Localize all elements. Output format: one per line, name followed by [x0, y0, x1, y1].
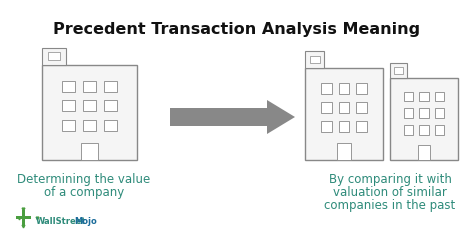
Text: By comparing it with: By comparing it with	[328, 173, 451, 186]
Bar	[42, 65, 137, 160]
Bar	[435, 125, 444, 135]
Bar	[62, 81, 75, 92]
Bar	[83, 100, 96, 111]
Bar	[83, 120, 96, 131]
Bar	[305, 51, 325, 68]
Bar	[435, 109, 444, 118]
Bar	[394, 67, 403, 73]
Text: Determining the value: Determining the value	[18, 173, 151, 186]
Text: WallStreet: WallStreet	[36, 217, 87, 226]
Bar	[404, 109, 413, 118]
Bar	[321, 83, 332, 94]
Bar	[22, 210, 25, 226]
Bar	[390, 78, 458, 160]
Bar	[418, 145, 430, 160]
Text: valuation of similar: valuation of similar	[333, 186, 447, 199]
Bar	[404, 125, 413, 135]
Bar	[62, 120, 75, 131]
Text: of a company: of a company	[44, 186, 124, 199]
Bar	[104, 120, 118, 131]
Bar	[419, 109, 429, 118]
Bar	[338, 102, 349, 113]
Bar	[104, 100, 118, 111]
Bar	[62, 100, 75, 111]
Bar	[338, 121, 349, 132]
Bar	[337, 143, 351, 160]
Bar	[305, 68, 383, 160]
Bar	[310, 56, 319, 63]
Bar	[321, 102, 332, 113]
Text: Mojo: Mojo	[74, 217, 97, 226]
Bar	[16, 216, 31, 219]
Bar	[356, 102, 367, 113]
Bar	[419, 92, 429, 101]
Bar	[321, 121, 332, 132]
Bar	[356, 121, 367, 132]
Bar	[83, 81, 96, 92]
Bar	[338, 83, 349, 94]
Polygon shape	[267, 100, 295, 134]
Bar	[81, 143, 98, 160]
Bar	[170, 108, 267, 126]
Text: companies in the past: companies in the past	[324, 199, 456, 212]
Bar	[404, 92, 413, 101]
Bar	[419, 125, 429, 135]
Bar	[435, 92, 444, 101]
Bar	[390, 63, 407, 78]
Bar	[48, 52, 60, 60]
Bar	[42, 48, 66, 65]
Bar	[356, 83, 367, 94]
Bar	[104, 81, 118, 92]
Text: Precedent Transaction Analysis Meaning: Precedent Transaction Analysis Meaning	[54, 22, 420, 37]
